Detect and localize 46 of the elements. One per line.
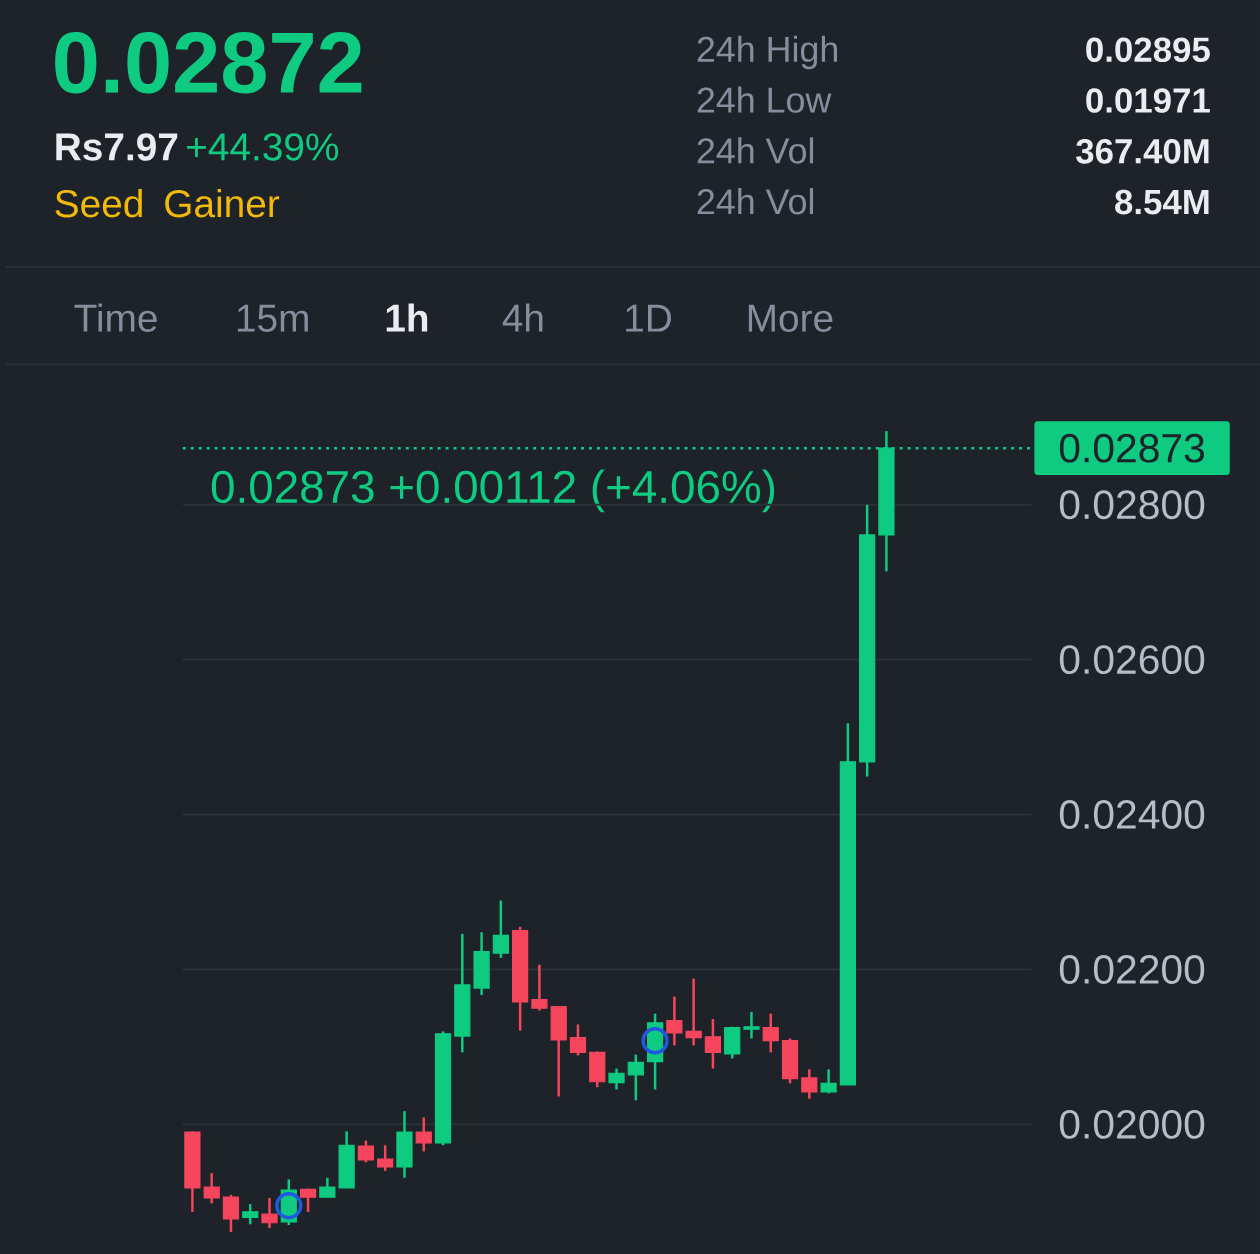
candlestick <box>531 963 548 1012</box>
y-tick-label: 0.02400 <box>1059 799 1205 829</box>
candlestick <box>627 1053 644 1102</box>
candlestick <box>357 1139 375 1164</box>
candlestick <box>261 1196 278 1230</box>
y-tick-label: 0.02000 <box>1059 1109 1205 1139</box>
text: 1h <box>386 303 428 332</box>
candlestick <box>743 1010 760 1040</box>
text: 4h <box>502 303 543 332</box>
text: Gainer <box>165 188 280 218</box>
text: 0.02895 <box>1086 37 1210 62</box>
candlestick <box>704 1017 722 1070</box>
candlestick <box>492 899 509 959</box>
candlestick <box>415 1115 432 1153</box>
text: 367.40M <box>1076 138 1209 164</box>
candlestick <box>608 1067 625 1091</box>
candlestick <box>762 1012 779 1054</box>
text: 1D <box>626 304 671 332</box>
text: +44.39% <box>187 132 339 161</box>
candlestick <box>801 1067 818 1100</box>
text: Rs7.97 <box>56 132 178 161</box>
candlestick <box>569 1022 587 1057</box>
text: Seed <box>55 188 142 218</box>
annotation: 0.02873 +0.00112 (+4.06%) <box>211 469 775 513</box>
candlestick <box>203 1171 220 1205</box>
candlestick <box>242 1202 259 1226</box>
y-tick-label: 0.02600 <box>1059 644 1205 674</box>
ref-line-label: 0.02873 <box>1059 433 1205 463</box>
text: 8.54M <box>1115 189 1209 215</box>
text: 15m <box>237 304 308 332</box>
text: 24h Vol <box>697 187 814 215</box>
candlestick <box>820 1067 837 1095</box>
text: 24h Vol <box>697 137 814 164</box>
text: 0.01971 <box>1086 87 1210 113</box>
candlestick <box>685 977 702 1047</box>
candlestick <box>666 995 683 1047</box>
y-tick-label: 0.02800 <box>1059 490 1205 519</box>
candlestick <box>222 1193 240 1234</box>
candlestick <box>319 1176 336 1199</box>
y-tick-label: 0.02200 <box>1059 954 1205 984</box>
text: 24h Low <box>697 86 832 113</box>
text: Time <box>74 303 157 332</box>
text: 24h High <box>697 35 837 69</box>
text: More <box>748 304 833 332</box>
chart-title: 0.02872 <box>55 31 362 94</box>
candlestick <box>377 1143 394 1172</box>
